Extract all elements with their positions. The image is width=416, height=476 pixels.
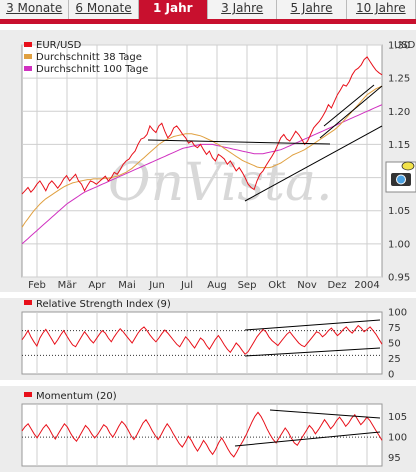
onvista-watermark: OnVista. bbox=[108, 153, 333, 213]
tab-underline bbox=[0, 19, 416, 24]
momentum-trendline-lower bbox=[234, 431, 381, 447]
rsi-chart: Relative Strength Index (9) 100 75 50 25 0 bbox=[21, 299, 407, 381]
y-tick-label: 95 bbox=[388, 453, 401, 464]
x-tick-label: Mai bbox=[118, 280, 136, 291]
x-tick-label: Okt bbox=[268, 280, 286, 291]
y-tick-label: 25 bbox=[388, 354, 401, 365]
x-tick-label: Apr bbox=[88, 280, 106, 291]
series-line-0 bbox=[21, 324, 383, 355]
series-line-0 bbox=[21, 411, 383, 458]
y-tick-label: 0 bbox=[388, 370, 394, 381]
trendline-support bbox=[244, 125, 383, 202]
legend-swatch-ma38 bbox=[24, 54, 32, 59]
legend: EUR/USD Durchschnitt 38 Tage Durchschnit… bbox=[24, 40, 148, 75]
camera-icon[interactable] bbox=[385, 161, 416, 193]
y-tick-label: 1.00 bbox=[388, 239, 410, 250]
y-tick-label: 75 bbox=[388, 323, 401, 334]
unit-label: USD bbox=[394, 40, 416, 51]
y-tick-label: 100 bbox=[388, 433, 407, 444]
x-tick-label: Nov bbox=[297, 280, 317, 291]
momentum-title: Momentum (20) bbox=[36, 391, 117, 402]
x-tick-label: Mär bbox=[58, 280, 78, 291]
momentum-plot-area bbox=[21, 403, 383, 467]
y-tick-label: 1.05 bbox=[388, 206, 410, 217]
y-tick-label: 0.95 bbox=[388, 273, 410, 284]
price-chart: OnVista. EUR/USD Durchschnitt 38 Tage Du… bbox=[21, 40, 416, 291]
x-tick-label: Dez bbox=[327, 280, 346, 291]
rsi-trendline-upper bbox=[244, 319, 381, 331]
legend-swatch-ma100 bbox=[24, 66, 32, 71]
legend-label-ma100: Durchschnitt 100 Tage bbox=[36, 64, 148, 75]
rsi-plot-area bbox=[21, 311, 383, 375]
momentum-trendline-upper bbox=[269, 409, 381, 419]
x-tick-label: Jun bbox=[148, 280, 165, 291]
y-tick-label: 100 bbox=[388, 308, 407, 319]
tab-6-monate[interactable]: 6 Monate bbox=[69, 0, 139, 19]
series-line-0 bbox=[21, 56, 383, 195]
x-tick-label: Jul bbox=[180, 280, 193, 291]
trendline-channel-upper bbox=[323, 84, 375, 127]
trendline-top bbox=[147, 139, 331, 145]
x-tick-label: Aug bbox=[207, 280, 227, 291]
y-tick-label: 1.25 bbox=[388, 74, 410, 85]
y-tick-label: 105 bbox=[388, 412, 407, 423]
legend-label-ma38: Durchschnitt 38 Tage bbox=[36, 52, 142, 63]
tab-1-jahr[interactable]: 1 Jahr bbox=[138, 0, 208, 19]
timeframe-tabs: 3 Monate 6 Monate 1 Jahr 3 Jahre 5 Jahre… bbox=[0, 0, 416, 19]
trendlines bbox=[147, 84, 383, 202]
tab-5-jahre[interactable]: 5 Jahre bbox=[277, 0, 347, 19]
tab-10-jahre[interactable]: 10 Jahre bbox=[346, 0, 416, 19]
camera-icon-lens bbox=[396, 174, 406, 185]
legend-swatch-eurusd bbox=[24, 42, 32, 47]
camera-icon-bulb bbox=[401, 161, 415, 171]
y-tick-label: 1.20 bbox=[388, 107, 410, 118]
rsi-trendline-lower bbox=[244, 347, 381, 357]
legend-label-eurusd: EUR/USD bbox=[36, 40, 82, 51]
momentum-chart: Momentum (20) 105 100 95 bbox=[21, 391, 407, 467]
tab-3-jahre[interactable]: 3 Jahre bbox=[207, 0, 278, 19]
momentum-panel: Momentum (20) 105 100 95 bbox=[0, 386, 416, 472]
series-line-2 bbox=[21, 104, 383, 245]
y-tick-label: 1.15 bbox=[388, 140, 410, 151]
price-plot-area bbox=[21, 44, 383, 278]
rsi-legend-swatch bbox=[24, 300, 32, 305]
price-panel: OnVista. EUR/USD Durchschnitt 38 Tage Du… bbox=[0, 30, 416, 292]
series-line-1 bbox=[21, 85, 383, 228]
y-tick-label: 1.30 bbox=[388, 41, 410, 52]
trendline-channel-lower bbox=[319, 85, 383, 139]
y-tick-label: 50 bbox=[388, 339, 401, 350]
rsi-title: Relative Strength Index (9) bbox=[36, 299, 171, 310]
x-tick-label: Sep bbox=[238, 280, 257, 291]
rsi-panel: Relative Strength Index (9) 100 75 50 25 0 bbox=[0, 298, 416, 381]
momentum-legend-swatch bbox=[24, 392, 32, 397]
x-tick-label: Feb bbox=[28, 280, 46, 291]
tab-3-monate[interactable]: 3 Monate bbox=[0, 0, 70, 19]
x-tick-label: 2004 bbox=[354, 280, 379, 291]
